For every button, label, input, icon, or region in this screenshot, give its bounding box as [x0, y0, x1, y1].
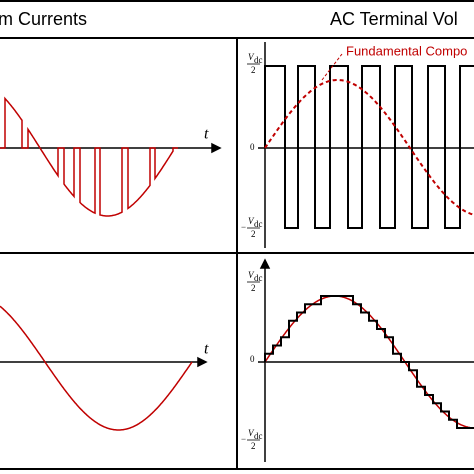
v-symbol: V: [248, 52, 255, 62]
legend-leader: [321, 53, 343, 81]
header-left: m Currents: [0, 9, 87, 29]
current-waveform: [0, 305, 193, 431]
v-subscript: dc: [254, 431, 263, 441]
square-wave: [264, 65, 474, 229]
v-subscript: dc: [254, 273, 263, 283]
v-denominator: 2: [251, 441, 256, 451]
v-symbol: V: [248, 428, 255, 438]
v-denominator: 2: [251, 283, 256, 293]
v-symbol: V: [248, 216, 255, 226]
axis-label: t: [204, 126, 209, 143]
v-denominator: 2: [251, 65, 256, 75]
legend: Fundamental Compo: [346, 43, 467, 58]
v-subscript: dc: [254, 55, 263, 65]
v-denominator: 2: [251, 229, 256, 239]
header-right: AC Terminal Vol: [330, 9, 458, 29]
minus-sign: −: [241, 434, 246, 444]
current-waveform: [0, 96, 178, 217]
staircase-wave: [264, 295, 474, 429]
zero-label: 0: [250, 142, 255, 152]
fundamental: [264, 79, 474, 216]
minus-sign: −: [241, 222, 246, 232]
v-symbol: V: [248, 270, 255, 280]
axis-label: t: [204, 341, 209, 358]
zero-label: 0: [250, 354, 255, 364]
v-subscript: dc: [254, 219, 263, 229]
